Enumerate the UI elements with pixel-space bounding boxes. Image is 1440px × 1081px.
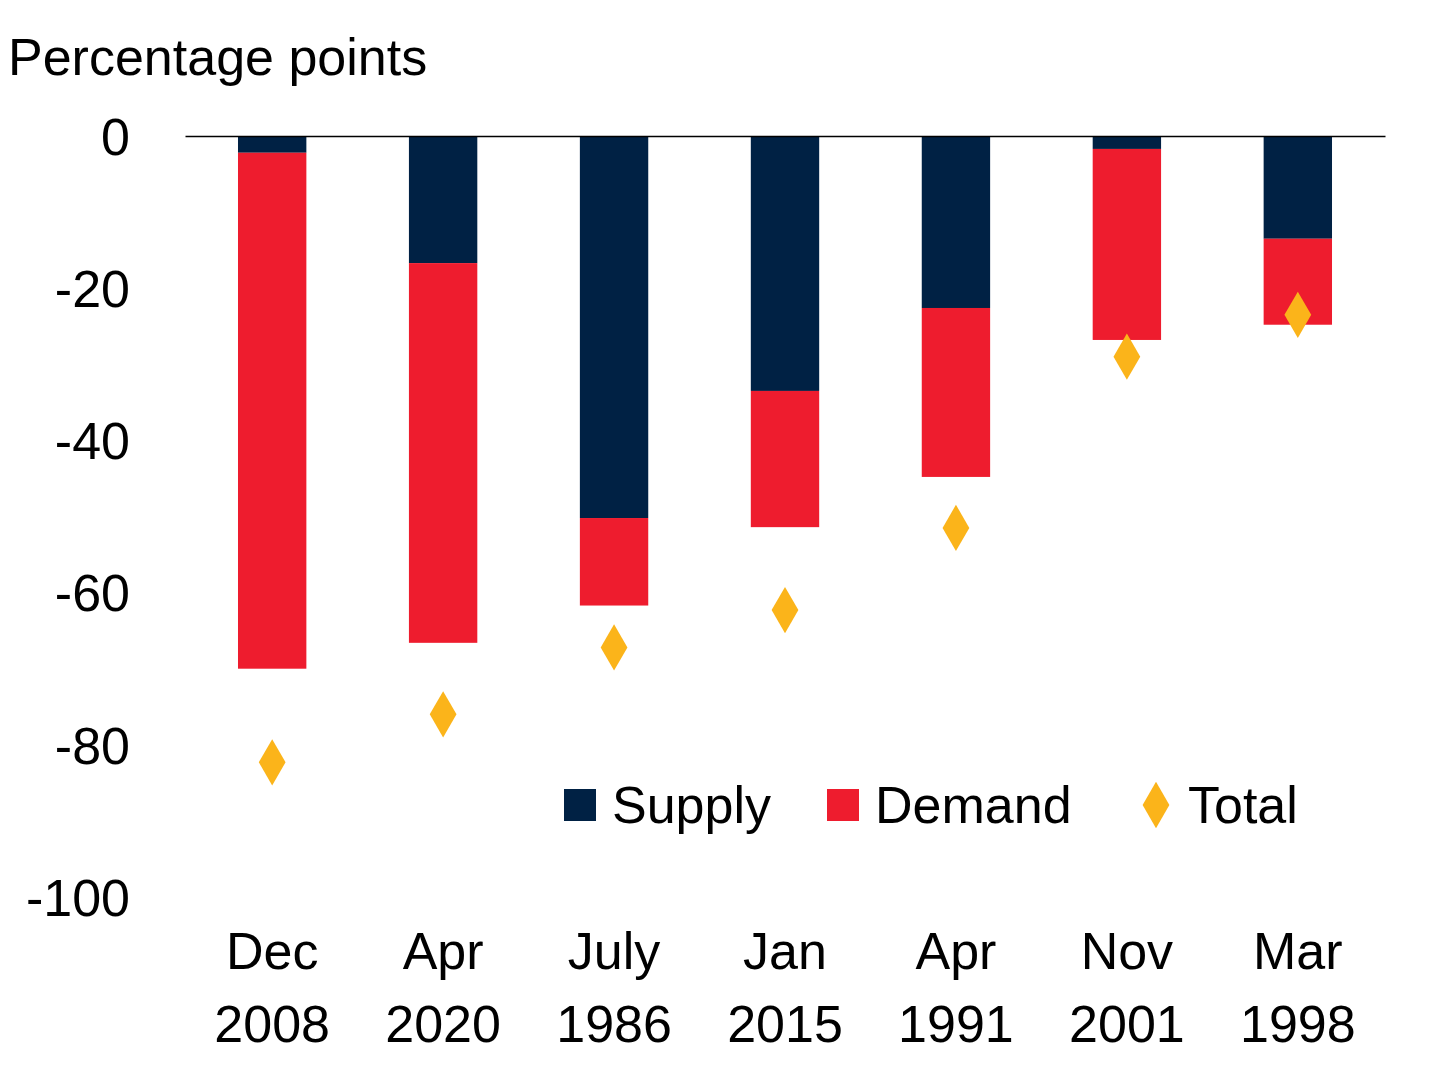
legend: Supply Demand Total [564,776,1298,834]
x-tick: Dec 2008 [214,136,330,1053]
y-axis-title: Percentage points [8,28,427,86]
y-axis: 0 -20 -40 -60 -80 -100 [26,108,186,927]
bar [580,518,648,606]
x-tick: Nov 2001 [1069,136,1185,1053]
y-tick: -60 [55,564,185,622]
legend-label: Demand [875,776,1072,834]
y-tick-label: -80 [55,717,130,775]
plot-area [238,136,1332,785]
x-tick-label-line: Mar [1253,922,1343,980]
x-axis: Dec 2008 Apr 2020 July 1986 Jan 2015 Apr 1991 Nov 2… [186,136,1386,1053]
x-axis-line [186,136,1386,138]
x-tick-label-line: 2001 [1069,995,1185,1053]
y-tick: -80 [55,717,185,775]
bar [238,153,306,669]
x-tick-label: July 1986 [556,922,672,1053]
bar [238,136,306,153]
y-tick-label: -60 [55,564,130,622]
y-tick-label: 0 [101,108,130,166]
bar [751,391,819,527]
point [430,691,457,737]
x-tick-label: Nov 2001 [1069,922,1185,1053]
bar [751,136,819,391]
bar [580,136,648,518]
bar [409,263,477,643]
point [601,624,628,670]
y-tick: 0 [101,108,185,166]
x-tick: Jan 2015 [727,136,843,1053]
y-tick-label: -100 [26,869,130,927]
x-tick-label-line: 2020 [385,995,501,1053]
x-tick-label-line: 1991 [898,995,1014,1053]
point [1284,292,1311,338]
y-tick: -100 [26,869,185,927]
x-tick-label-line: July [568,922,660,980]
x-tick: July 1986 [556,136,672,1053]
x-tick: Mar 1998 [1240,136,1356,1053]
x-tick-label-line: Jan [743,922,827,980]
y-tick: -20 [55,260,185,318]
legend-item: Supply [564,776,771,834]
x-tick-label: Apr 1991 [898,922,1014,1053]
x-tick-label-line: 1986 [556,995,672,1053]
bar [1264,136,1332,239]
x-tick-label-line: Apr [915,922,996,980]
x-tick: Apr 2020 [385,136,501,1053]
legend-item: Demand [827,776,1072,834]
x-tick-label: Apr 2020 [385,922,501,1053]
bar-series [238,149,1332,669]
legend-item: Total [1143,776,1298,834]
legend-swatch [564,789,596,821]
x-tick-label: Jan 2015 [727,922,843,1053]
bar [1093,149,1161,340]
bar [409,136,477,263]
y-axis-line [185,137,186,898]
legend-label: Supply [612,776,771,834]
x-tick-label: Dec 2008 [214,922,330,1053]
x-tick-label-line: Nov [1081,922,1173,980]
bar [922,308,990,477]
point [772,587,799,633]
x-tick: Apr 1991 [898,136,1014,1053]
chart: Percentage points 0 -20 -40 -60 -80 -100 Dec 200… [0,0,1440,1081]
y-tick-label: -20 [55,260,130,318]
legend-swatch [827,789,859,821]
bar [1093,136,1161,149]
point [1114,334,1141,380]
x-tick-label-line: Apr [403,922,484,980]
point [943,505,970,551]
x-tick-label: Mar 1998 [1240,922,1356,1053]
x-tick-label-line: Dec [226,922,318,980]
bar [922,136,990,308]
y-tick-label: -40 [55,412,130,470]
legend-label: Total [1188,776,1298,834]
y-tick: -40 [55,412,185,470]
x-tick-label-line: 1998 [1240,995,1356,1053]
legend-swatch [1143,782,1170,828]
point [259,739,286,785]
x-tick-label-line: 2015 [727,995,843,1053]
point-series [259,292,1311,786]
x-tick-label-line: 2008 [214,995,330,1053]
